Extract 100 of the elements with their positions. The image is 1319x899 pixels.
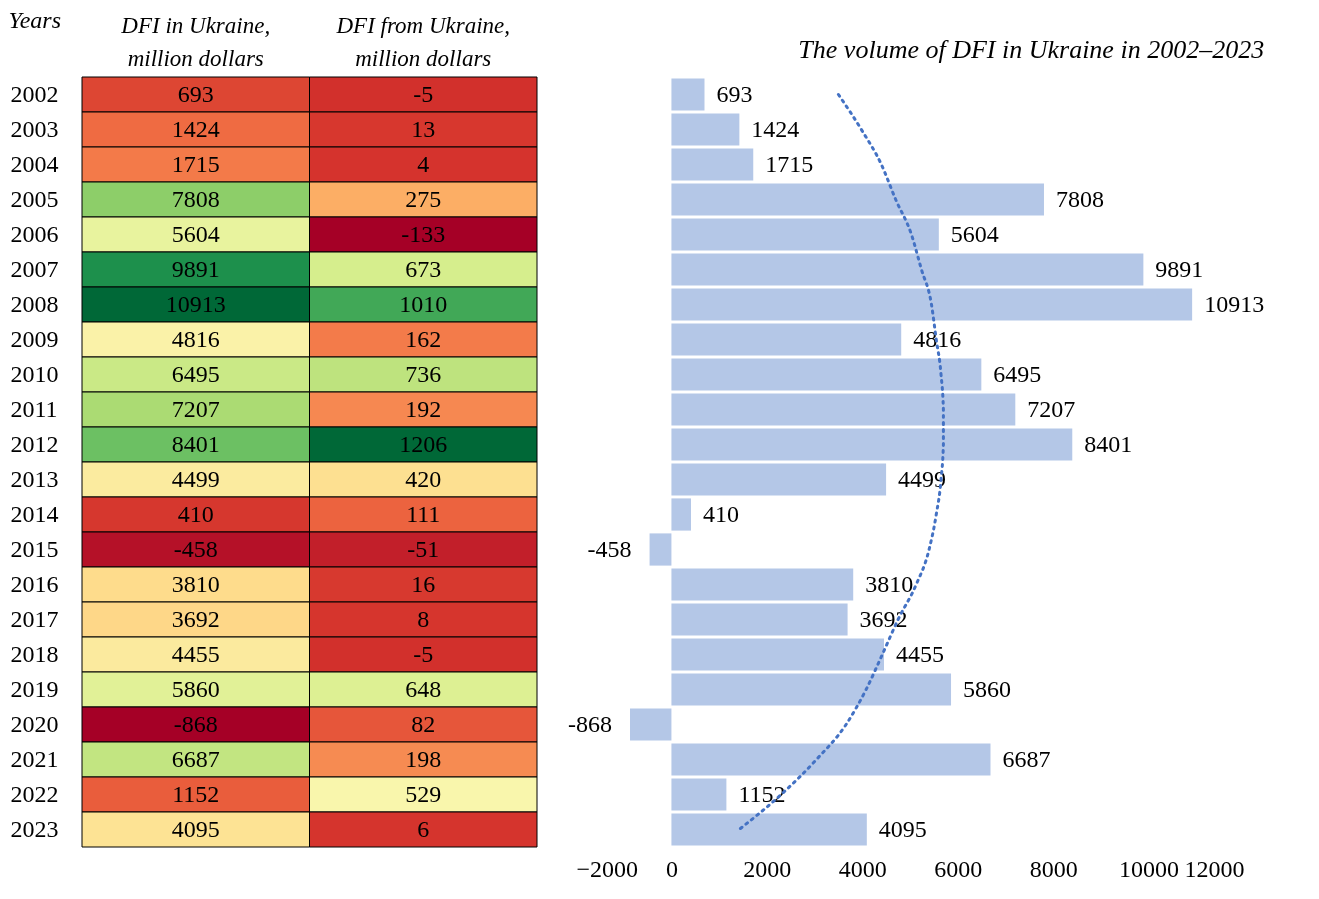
x-tick-label: 8000 (1029, 855, 1078, 882)
data-label: 1152 (738, 780, 786, 807)
data-label: 673 (405, 255, 442, 282)
y-tick-label: 2012 (10, 430, 59, 457)
data-label: -133 (401, 220, 446, 247)
data-label: 3810 (171, 570, 220, 597)
y-tick-label: 2017 (10, 605, 59, 632)
y-tick-label: 2018 (10, 640, 59, 667)
data-label: 4816 (913, 325, 962, 352)
data-label: 5860 (963, 675, 1012, 702)
data-label: 13 (411, 115, 436, 142)
data-label: 1424 (171, 115, 220, 142)
x-tick-label: 4000 (838, 855, 887, 882)
x-tick-label: 0 (665, 855, 678, 882)
y-tick-label: 2004 (10, 150, 59, 177)
x-tick-label: DFI from Ukraine, million dollars (335, 12, 511, 71)
data-label: 111 (406, 500, 441, 527)
data-label: 7207 (171, 395, 220, 422)
data-label: -458 (587, 535, 632, 562)
y-tick-label: 2015 (10, 535, 59, 562)
data-label: 5860 (171, 675, 220, 702)
data-label: 8401 (171, 430, 220, 457)
data-label: 6495 (171, 360, 220, 387)
data-label: 3692 (859, 605, 908, 632)
data-label: 410 (702, 500, 739, 527)
data-label: 3692 (171, 605, 220, 632)
data-label: -51 (407, 535, 440, 562)
data-label: 5604 (171, 220, 220, 247)
data-label: 8401 (1084, 430, 1133, 457)
data-label: 4455 (896, 640, 944, 667)
data-label: 1010 (399, 290, 448, 317)
data-label: 10913 (165, 290, 226, 317)
x-tick-label: 10000 (1119, 855, 1180, 882)
data-label: 7808 (1055, 185, 1104, 212)
data-label: 4095 (171, 815, 220, 842)
data-label: 192 (405, 395, 442, 422)
data-label: 162 (405, 325, 442, 352)
y-tick-label: 2011 (10, 395, 58, 422)
data-label: 10913 (1204, 290, 1265, 317)
data-label: 1206 (399, 430, 448, 457)
data-label: 1715 (171, 150, 220, 177)
y-tick-label: 2016 (10, 570, 59, 597)
data-label: 736 (405, 360, 442, 387)
data-label: -868 (173, 710, 218, 737)
x-tick-label: 6000 (934, 855, 983, 882)
y-tick-label: 2019 (10, 675, 59, 702)
y-tick-label: 2003 (10, 115, 59, 142)
data-label: 3810 (865, 570, 914, 597)
data-label: 8 (417, 605, 430, 632)
data-label: 16 (411, 570, 436, 597)
data-label: 9891 (1155, 255, 1204, 282)
data-label: 693 (716, 80, 753, 107)
y-tick-label: 2005 (10, 185, 59, 212)
y-axis-title: Years (8, 6, 61, 33)
data-label: 7207 (1027, 395, 1076, 422)
y-tick-label: 2022 (10, 780, 59, 807)
data-label: 693 (177, 80, 214, 107)
data-label: 1715 (765, 150, 814, 177)
data-label: 420 (405, 465, 442, 492)
data-label: 5604 (950, 220, 999, 247)
data-label: -5 (413, 80, 434, 107)
data-label: 6495 (993, 360, 1042, 387)
data-label: 4455 (171, 640, 220, 667)
x-tick-label: −2000 (576, 855, 639, 882)
y-tick-label: 2010 (10, 360, 59, 387)
data-label: 4816 (171, 325, 220, 352)
data-label: 198 (405, 745, 442, 772)
chart-title: The volume of DFI in Ukraine in 2002–2023 (798, 35, 1265, 64)
data-label: 9891 (171, 255, 220, 282)
data-label: 648 (405, 675, 442, 702)
data-label: 4095 (878, 815, 927, 842)
data-label: -5 (413, 640, 434, 667)
y-tick-label: 2007 (10, 255, 59, 282)
data-label: 1152 (172, 780, 220, 807)
data-label: 6687 (1002, 745, 1051, 772)
y-tick-label: 2021 (10, 745, 59, 772)
data-label: 4499 (171, 465, 220, 492)
data-label: -458 (173, 535, 218, 562)
x-tick-label: 12000 (1184, 855, 1245, 882)
y-tick-label: 2009 (10, 325, 59, 352)
data-label: 7808 (171, 185, 220, 212)
y-tick-label: 2023 (10, 815, 59, 842)
x-tick-label: DFI in Ukraine, million dollars (120, 12, 271, 71)
x-tick-label: 2000 (743, 855, 792, 882)
data-label: 410 (177, 500, 214, 527)
y-tick-label: 2002 (10, 80, 59, 107)
data-label: 6 (417, 815, 430, 842)
y-tick-label: 2020 (10, 710, 59, 737)
y-tick-label: 2014 (10, 500, 59, 527)
data-label: -868 (568, 710, 613, 737)
y-tick-label: 2008 (10, 290, 59, 317)
data-label: 275 (405, 185, 442, 212)
data-label: 4499 (898, 465, 947, 492)
data-label: 82 (411, 710, 436, 737)
data-label: 4 (417, 150, 430, 177)
y-tick-label: 2013 (10, 465, 59, 492)
data-label: 529 (405, 780, 442, 807)
data-label: 6687 (171, 745, 220, 772)
y-tick-label: 2006 (10, 220, 59, 247)
data-label: 1424 (751, 115, 800, 142)
